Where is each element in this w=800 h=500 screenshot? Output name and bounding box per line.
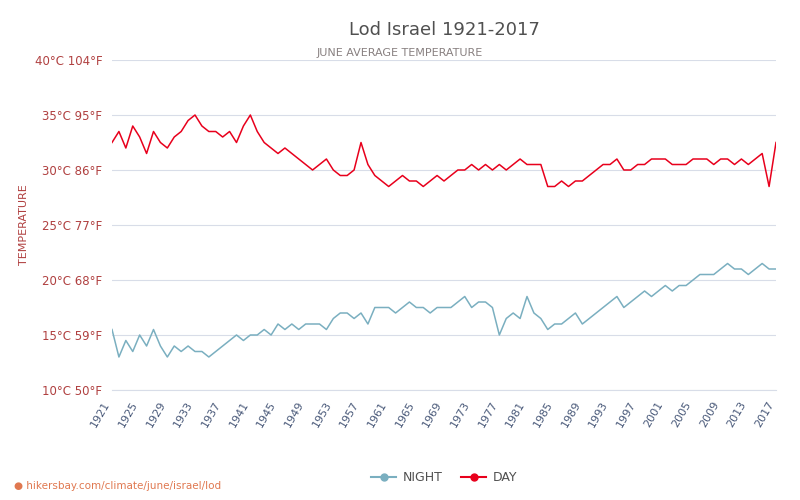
Title: Lod Israel 1921-2017: Lod Israel 1921-2017	[349, 21, 539, 39]
Text: JUNE AVERAGE TEMPERATURE: JUNE AVERAGE TEMPERATURE	[317, 48, 483, 58]
Legend: NIGHT, DAY: NIGHT, DAY	[366, 466, 522, 489]
Text: ● hikersbay.com/climate/june/israel/lod: ● hikersbay.com/climate/june/israel/lod	[14, 481, 222, 491]
Y-axis label: TEMPERATURE: TEMPERATURE	[19, 184, 29, 266]
